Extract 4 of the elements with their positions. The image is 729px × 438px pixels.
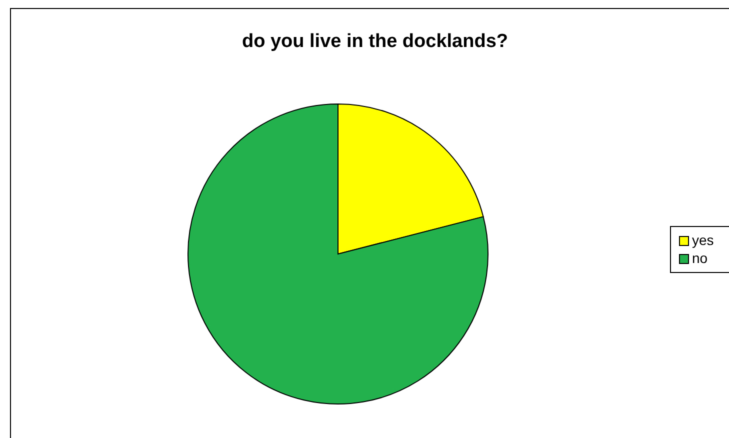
pie-slice <box>188 104 488 404</box>
legend-label: yes <box>692 232 714 248</box>
chart-title: do you live in the docklands? <box>242 31 508 52</box>
legend-label: no <box>692 250 708 266</box>
